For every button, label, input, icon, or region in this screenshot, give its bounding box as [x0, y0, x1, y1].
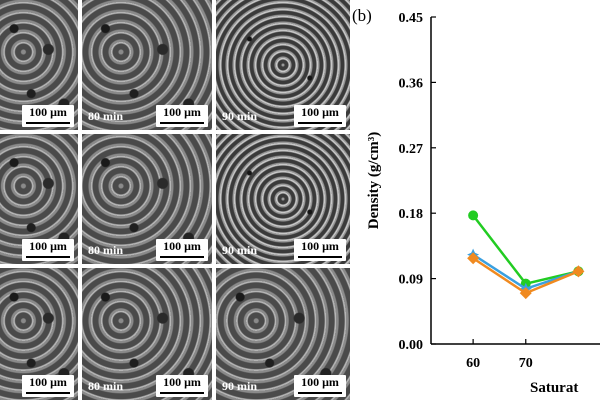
- scale-bar: [26, 122, 70, 124]
- data-point: [468, 210, 479, 221]
- y-tick-label: 0.18: [399, 207, 424, 222]
- sem-micrograph: 100 μm: [0, 134, 78, 264]
- time-label: 80 min: [88, 109, 124, 123]
- time-label: 90 min: [222, 379, 258, 393]
- sem-micrograph: 100 μm: [0, 268, 78, 400]
- chart-series: [467, 210, 585, 300]
- scale-bar-box: 100 μm: [294, 375, 346, 397]
- scale-bar: [298, 392, 342, 394]
- time-label: 80 min: [88, 243, 124, 257]
- scale-bar-label: 100 μm: [29, 375, 67, 389]
- scale-bar-box: 100 μm: [156, 239, 208, 261]
- sem-micrograph: 100 μm 90 min: [216, 0, 350, 130]
- sem-micrograph: 100 μm 90 min: [216, 268, 350, 400]
- data-point: [572, 265, 585, 278]
- scale-bar: [298, 256, 342, 258]
- scale-bar-box: 100 μm: [156, 105, 208, 127]
- scale-bar-label: 100 μm: [301, 239, 339, 253]
- scale-bar-label: 100 μm: [29, 105, 67, 119]
- y-axis-title: Density (g/cm³): [366, 132, 382, 229]
- scale-bar: [160, 392, 204, 394]
- scale-bar-box: 100 μm: [156, 375, 208, 397]
- scale-bar: [160, 256, 204, 258]
- scale-bar-label: 100 μm: [163, 375, 201, 389]
- scale-bar-box: 100 μm: [22, 375, 74, 397]
- sem-micrograph: 100 μm 80 min: [82, 268, 212, 400]
- time-label: 80 min: [88, 379, 124, 393]
- time-label: 90 min: [222, 243, 258, 257]
- series-line: [472, 214, 579, 286]
- y-tick-label: 0.00: [399, 338, 424, 353]
- panel-label: (b): [352, 6, 372, 25]
- x-axis-title: Saturat: [530, 380, 578, 396]
- scale-bar: [26, 256, 70, 258]
- scale-bar-label: 100 μm: [301, 375, 339, 389]
- data-point: [467, 252, 480, 265]
- scale-bar-label: 100 μm: [163, 239, 201, 253]
- y-tick-label: 0.36: [399, 76, 424, 91]
- density-chart: 0.00 0.09 0.18 0.27 0.36 0.45 60 70 Density (g/c…: [366, 11, 600, 396]
- scale-bar-label: 100 μm: [301, 105, 339, 119]
- x-tick-label: 70: [519, 356, 533, 371]
- x-tick-label: 60: [466, 356, 480, 371]
- time-label: 90 min: [222, 109, 258, 123]
- scale-bar-box: 100 μm: [22, 105, 74, 127]
- y-tick-label: 0.45: [399, 11, 424, 26]
- y-tick-label: 0.09: [399, 273, 424, 288]
- scale-bar: [26, 392, 70, 394]
- scale-bar-box: 100 μm: [294, 105, 346, 127]
- chart-axes: 0.00 0.09 0.18 0.27 0.36 0.45 60 70 Density (g/c…: [366, 11, 600, 396]
- scale-bar: [298, 122, 342, 124]
- scale-bar: [160, 122, 204, 124]
- scale-bar-box: 100 μm: [294, 239, 346, 261]
- y-tick-label: 0.27: [399, 142, 424, 157]
- sem-micrograph: 100 μm 90 min: [216, 134, 350, 264]
- sem-micrograph-grid: 100 μm 100 μm 80 min 100 μm 90 min 100 μm 100 …: [0, 0, 350, 400]
- scale-bar-label: 100 μm: [163, 105, 201, 119]
- scale-bar-label: 100 μm: [29, 239, 67, 253]
- scale-bar-box: 100 μm: [22, 239, 74, 261]
- sem-micrograph: 100 μm: [0, 0, 78, 130]
- data-point: [519, 287, 532, 300]
- sem-micrograph: 100 μm 80 min: [82, 134, 212, 264]
- sem-micrograph: 100 μm 80 min: [82, 0, 212, 130]
